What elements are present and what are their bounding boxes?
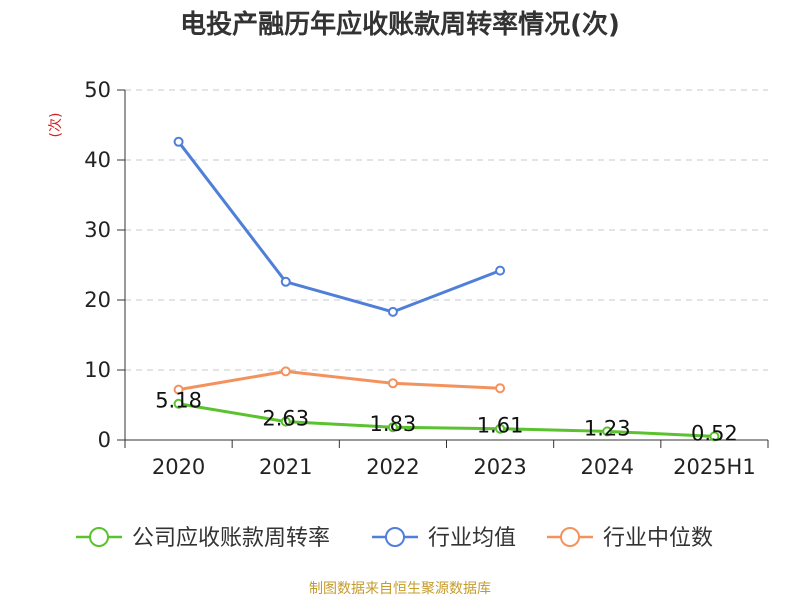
legend: 公司应收账款周转率 行业均值 行业中位数 — [76, 526, 713, 551]
data-label: 0.52 — [691, 421, 738, 445]
series-layer — [173, 136, 720, 442]
data-label: 1.23 — [584, 416, 631, 440]
y-tick-label: 50 — [84, 78, 111, 102]
legend-marker — [560, 527, 580, 547]
data-point — [173, 398, 184, 409]
x-tick-label: 2022 — [366, 455, 419, 479]
source-note: 制图数据来自恒生聚源数据库 — [309, 581, 491, 597]
y-tick-label: 40 — [84, 148, 111, 172]
legend-label: 公司应收账款周转率 — [132, 526, 330, 551]
data-point — [602, 426, 613, 437]
y-tick-label: 20 — [84, 288, 111, 312]
y-tick-label: 0 — [98, 428, 111, 452]
data-point — [495, 265, 506, 276]
data-point — [280, 416, 291, 427]
data-label: 2.63 — [262, 407, 309, 431]
label-layer: 5.18 2.63 1.83 1.61 1.23 0.52 — [155, 389, 738, 446]
grid-layer — [125, 89, 768, 371]
legend-label: 行业中位数 — [603, 526, 713, 551]
data-point — [495, 383, 506, 394]
x-tick-label: 2021 — [259, 455, 312, 479]
data-point — [173, 384, 184, 395]
data-point — [387, 422, 398, 433]
axis-layer: 0 10 20 30 40 50 (次) 2020 2021 2022 2023 2024 2025H1 — [48, 78, 769, 479]
series-line — [178, 402, 715, 438]
data-label: 1.83 — [370, 412, 417, 436]
series-line — [178, 369, 501, 392]
data-point — [387, 378, 398, 389]
data-point — [280, 276, 291, 287]
data-point — [387, 306, 398, 317]
data-point — [709, 431, 720, 442]
data-point — [495, 423, 506, 434]
x-tick-label: 2023 — [473, 455, 526, 479]
x-tick-label: 2024 — [581, 455, 634, 479]
y-tick-label: 10 — [84, 358, 111, 382]
legend-marker — [89, 527, 109, 547]
data-label: 1.61 — [477, 414, 524, 438]
legend-label: 行业均值 — [428, 526, 516, 551]
data-point — [173, 136, 184, 147]
x-tick-label: 2020 — [152, 455, 205, 479]
data-label: 5.18 — [155, 389, 202, 413]
legend-marker — [385, 527, 405, 547]
x-tick-label: 2025H1 — [673, 455, 756, 479]
chart-title: 电投产融历年应收账款周转率情况(次) — [180, 10, 620, 40]
y-axis-unit-label: (次) — [48, 113, 64, 138]
data-point — [280, 366, 291, 377]
y-tick-label: 30 — [84, 218, 111, 242]
series-line — [177, 140, 501, 314]
